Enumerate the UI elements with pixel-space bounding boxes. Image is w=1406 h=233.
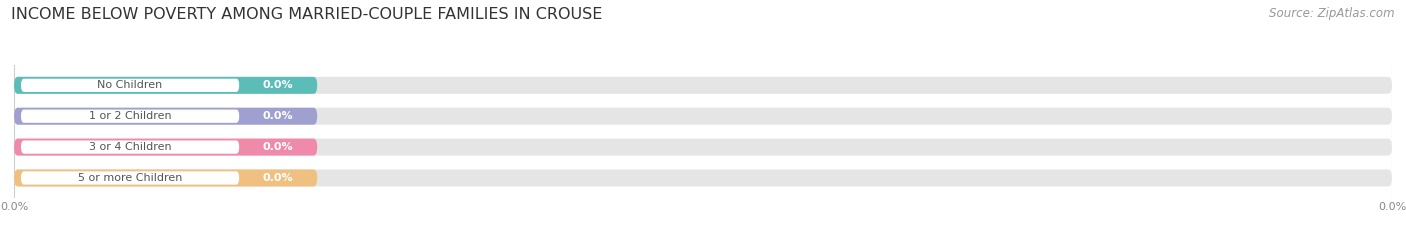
Text: 0.0%: 0.0% bbox=[263, 173, 294, 183]
Text: Source: ZipAtlas.com: Source: ZipAtlas.com bbox=[1270, 7, 1395, 20]
FancyBboxPatch shape bbox=[14, 77, 1392, 94]
Text: 3 or 4 Children: 3 or 4 Children bbox=[89, 142, 172, 152]
Text: 5 or more Children: 5 or more Children bbox=[77, 173, 183, 183]
Text: 0.0%: 0.0% bbox=[263, 111, 294, 121]
FancyBboxPatch shape bbox=[21, 110, 239, 123]
Text: No Children: No Children bbox=[97, 80, 163, 90]
Text: 1 or 2 Children: 1 or 2 Children bbox=[89, 111, 172, 121]
FancyBboxPatch shape bbox=[14, 108, 1392, 125]
Text: 0.0%: 0.0% bbox=[263, 80, 294, 90]
Text: INCOME BELOW POVERTY AMONG MARRIED-COUPLE FAMILIES IN CROUSE: INCOME BELOW POVERTY AMONG MARRIED-COUPL… bbox=[11, 7, 603, 22]
FancyBboxPatch shape bbox=[21, 171, 239, 185]
FancyBboxPatch shape bbox=[14, 139, 318, 156]
FancyBboxPatch shape bbox=[21, 79, 239, 92]
FancyBboxPatch shape bbox=[14, 108, 318, 125]
FancyBboxPatch shape bbox=[21, 140, 239, 154]
FancyBboxPatch shape bbox=[14, 169, 318, 186]
FancyBboxPatch shape bbox=[14, 77, 318, 94]
FancyBboxPatch shape bbox=[14, 139, 1392, 156]
FancyBboxPatch shape bbox=[14, 169, 1392, 186]
Text: 0.0%: 0.0% bbox=[263, 142, 294, 152]
